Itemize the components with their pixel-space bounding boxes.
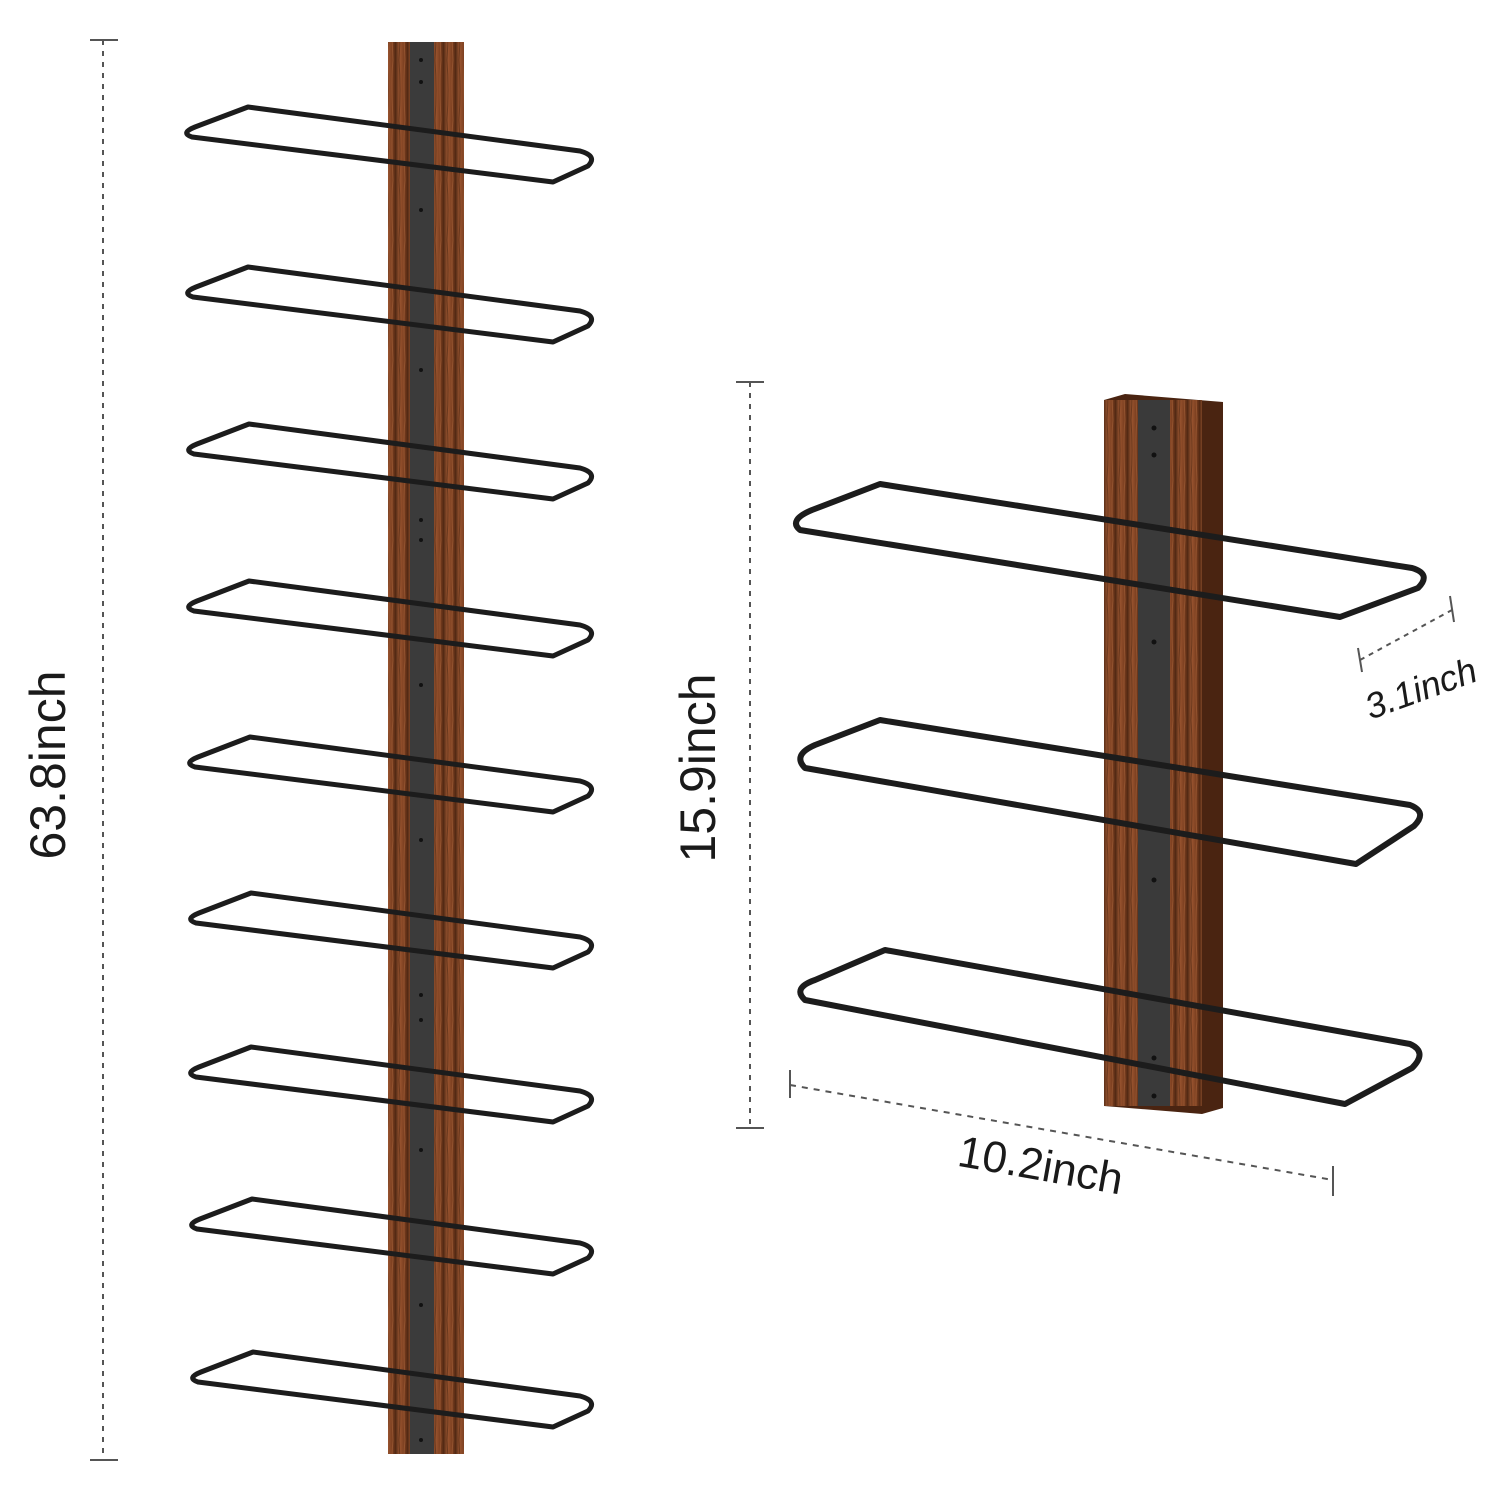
tall-wire-loop-6 (188, 890, 595, 971)
short-height-dimension-line (736, 381, 764, 1129)
tall-wire-loop-9 (190, 1349, 595, 1430)
tall-wire-loops (184, 104, 595, 1430)
short-wire-loops (793, 481, 1427, 1107)
short-wine-rack: 15.9inch 3.1inch (670, 381, 1482, 1204)
tall-wire-loop-7 (188, 1044, 595, 1125)
short-width-dimension-line (789, 1070, 1334, 1196)
short-depth-label: 3.1inch (1359, 649, 1482, 727)
short-wire-loop-2 (797, 717, 1423, 867)
short-screw-holes (1151, 425, 1157, 1099)
tall-screw-holes (419, 58, 423, 1442)
short-wood-plank (1104, 394, 1223, 1114)
short-wire-loop-3 (797, 947, 1423, 1107)
tall-wire-loop-3 (186, 421, 595, 502)
tall-wire-loop-1 (184, 104, 595, 185)
short-wire-loop-1 (793, 481, 1427, 620)
tall-wire-loop-8 (189, 1196, 595, 1277)
tall-wire-loop-4 (186, 578, 595, 659)
tall-height-label: 63.8inch (20, 670, 76, 859)
tall-height-dimension-line (90, 39, 118, 1461)
short-height-label: 15.9inch (670, 673, 726, 862)
tall-wire-loop-2 (185, 264, 595, 345)
tall-wine-rack: 63.8inch (20, 39, 595, 1461)
tall-wire-loop-5 (187, 734, 595, 815)
tall-wood-plank (388, 42, 464, 1454)
short-depth-dimension-line (1357, 595, 1455, 673)
